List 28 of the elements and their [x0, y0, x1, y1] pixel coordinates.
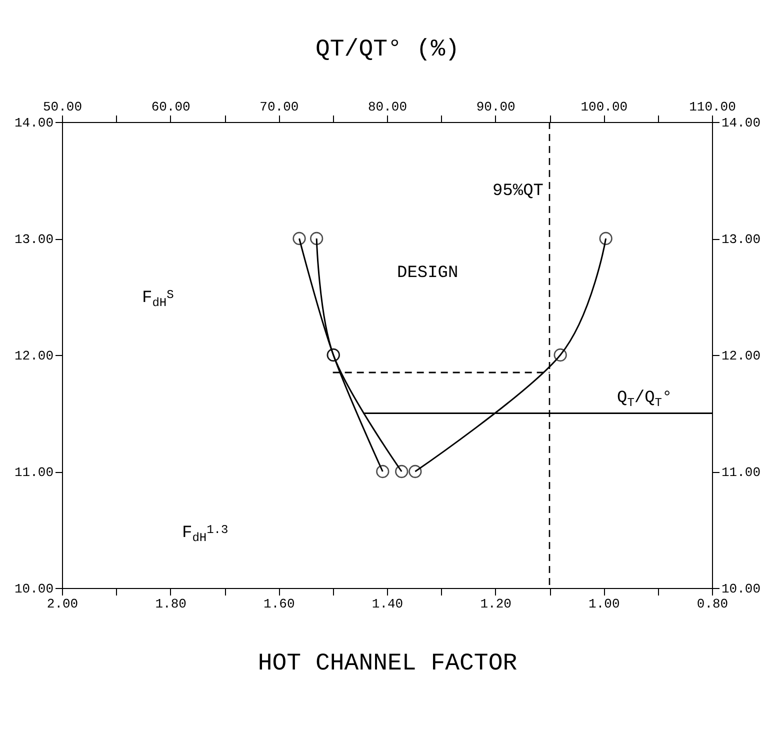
x-tick-label: 1.80 [155, 596, 186, 612]
y2-tick-label: 14.00 [722, 116, 761, 130]
x-tick-label: 0.80 [696, 596, 728, 612]
x2-tick-label: 70.00 [260, 100, 299, 114]
x-tick-label: 1.40 [372, 596, 404, 612]
x2-tick-label: 60.00 [151, 100, 190, 114]
x2-tick-label: 50.00 [42, 100, 82, 114]
x-tick-label: 1.20 [480, 596, 512, 612]
x2-tick-label: 110.00 [689, 100, 736, 114]
y-tick-label: 14.00 [14, 116, 54, 130]
y-tick-label: 12.00 [14, 348, 54, 364]
x2-tick-label: 100.00 [580, 100, 628, 114]
y2-tick-label: 11.00 [722, 465, 761, 480]
x2-tick-label: 80.00 [368, 100, 408, 114]
x2-axis-title: QT/QT° (%) [315, 36, 460, 64]
x-tick-label: 1.00 [588, 596, 620, 612]
x-tick-label: 2.00 [46, 596, 78, 612]
x-tick-label: 1.60 [264, 596, 295, 612]
y-tick-label: 11.00 [14, 465, 54, 480]
y-tick-label: 13.00 [14, 232, 54, 247]
y2-tick-label: 10.00 [722, 582, 761, 596]
y2-tick-label: 13.00 [722, 232, 761, 247]
y-tick-label: 10.00 [14, 582, 54, 596]
annotation: DESIGN [397, 264, 458, 283]
x2-tick-label: 90.00 [476, 100, 516, 114]
ref-line-label: 95%QT [492, 182, 544, 201]
x-axis-title: HOT CHANNEL FACTOR [258, 650, 518, 678]
y2-tick-label: 12.00 [722, 348, 761, 364]
